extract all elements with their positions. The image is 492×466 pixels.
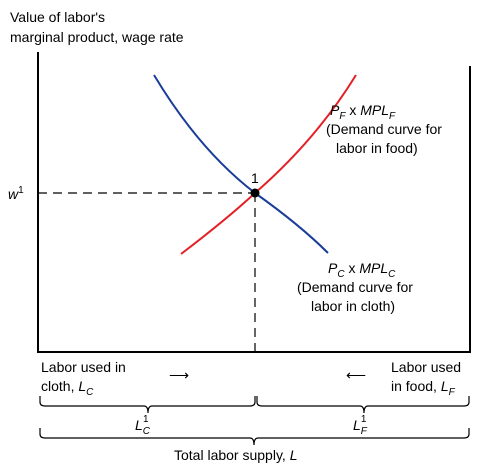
food-labor-brace	[256, 396, 470, 414]
cloth-curve-desc-line1: (Demand curve for	[297, 279, 413, 295]
food-demand-curve	[180, 74, 357, 255]
left-arrow: ⟵	[346, 367, 366, 383]
cloth-demand-curve	[153, 74, 329, 254]
food-labor-label-line2: in food, LF	[391, 378, 456, 398]
cloth-labor-allocation-label: LC1	[135, 414, 151, 437]
food-labor-label-line1: Labor used	[391, 359, 461, 375]
wage-label: w1	[8, 185, 24, 202]
equilibrium-point	[250, 188, 260, 198]
food-curve-name: PF x MPLF	[330, 102, 396, 122]
equilibrium-label: 1	[251, 170, 259, 186]
cloth-labor-label-line1: Labor used in	[41, 359, 126, 375]
total-labor-label: Total labor supply, L	[174, 447, 298, 463]
food-curve-desc-line1: (Demand curve for	[326, 121, 442, 137]
total-labor-brace	[39, 428, 470, 446]
food-labor-allocation-label: LF1	[353, 414, 368, 437]
y-axis-label-line1: Value of labor's	[10, 9, 105, 25]
cloth-curve-desc-line2: labor in cloth)	[311, 298, 395, 314]
cloth-labor-label-line2: cloth, LC	[41, 378, 94, 398]
food-curve-desc-line2: labor in food)	[336, 140, 418, 156]
cloth-labor-brace	[39, 396, 256, 414]
right-arrow: ⟶	[169, 367, 189, 383]
cloth-curve-name: PC x MPLC	[328, 260, 396, 280]
y-axis-label-line2: marginal product, wage rate	[10, 29, 184, 45]
